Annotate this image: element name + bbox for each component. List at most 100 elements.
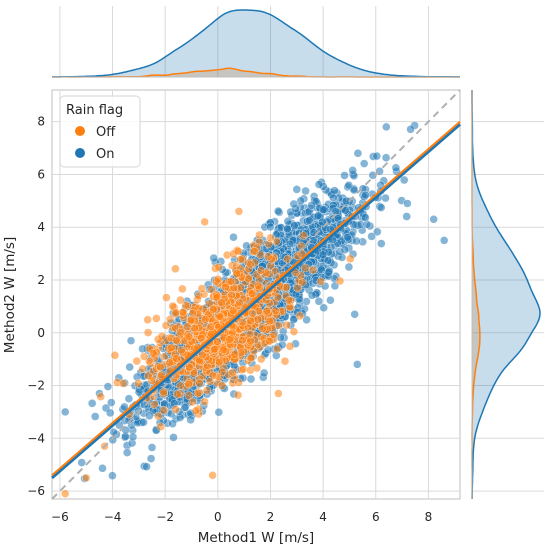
on-y-density-fill <box>472 90 540 499</box>
legend-title: Rain flag <box>66 103 123 118</box>
on-point <box>259 368 269 378</box>
off-point <box>171 308 180 317</box>
y-tick-label: −4 <box>27 431 45 445</box>
off-point <box>139 352 149 361</box>
off-point <box>214 262 224 272</box>
off-point <box>205 377 215 386</box>
off-point <box>156 422 165 431</box>
off-point <box>190 323 199 333</box>
off-point <box>157 370 166 380</box>
off-point <box>171 405 180 414</box>
off-point <box>256 266 266 275</box>
off-point <box>177 345 186 355</box>
off-point <box>156 362 165 372</box>
legend-on-label: On <box>96 147 114 162</box>
on-point <box>145 411 154 421</box>
off-point <box>200 397 209 406</box>
on-point <box>349 185 359 195</box>
on-point <box>103 382 113 391</box>
off-point <box>228 367 237 377</box>
off-point <box>138 364 147 374</box>
on-point <box>304 216 314 225</box>
on-point <box>318 217 327 227</box>
off-point <box>189 369 199 378</box>
on-point <box>307 201 316 210</box>
off-point <box>188 397 197 407</box>
on-point <box>326 295 335 305</box>
on-point <box>340 245 350 255</box>
off-point <box>230 350 240 359</box>
x-tick-label: −2 <box>156 510 174 524</box>
off-point <box>265 316 274 326</box>
off-point <box>132 356 142 366</box>
off-point <box>149 349 158 358</box>
on-point <box>429 215 438 224</box>
off-point <box>247 289 257 298</box>
off-point <box>262 306 271 316</box>
y-tick-label: 2 <box>37 273 45 287</box>
on-point <box>343 233 352 242</box>
off-point <box>272 344 282 354</box>
on-point <box>290 221 299 230</box>
off-point <box>299 231 308 240</box>
off-point <box>118 379 128 388</box>
off-point <box>269 330 279 340</box>
x-tick-label: 6 <box>372 510 380 524</box>
on-point <box>273 206 283 216</box>
x-tick-label: 0 <box>214 510 222 524</box>
off-point <box>295 311 305 321</box>
off-point <box>335 276 345 286</box>
off-point <box>282 320 292 330</box>
off-point <box>298 278 307 287</box>
off-point <box>208 305 218 314</box>
off-point <box>143 328 153 337</box>
off-point <box>225 335 234 344</box>
off-point <box>176 381 185 390</box>
on-point <box>77 458 86 467</box>
off-point <box>213 274 223 284</box>
off-point <box>284 296 294 305</box>
off-point <box>208 471 217 480</box>
on-point <box>318 205 328 214</box>
off-point <box>200 315 210 324</box>
off-point <box>245 329 255 339</box>
on-point <box>382 122 391 132</box>
off-point <box>274 389 283 398</box>
on-point <box>180 403 190 412</box>
off-point <box>226 277 236 286</box>
on-point <box>319 303 328 313</box>
on-point <box>285 239 295 249</box>
y-tick-label: 6 <box>37 167 45 181</box>
off-point <box>217 298 226 307</box>
off-point <box>165 358 174 367</box>
off-point <box>252 363 262 373</box>
off-point <box>202 386 212 395</box>
on-point <box>283 224 292 234</box>
off-point <box>185 363 194 372</box>
off-point <box>186 315 196 325</box>
on-point <box>317 265 326 275</box>
off-point <box>184 332 194 341</box>
on-point <box>313 211 323 221</box>
on-point <box>186 415 195 425</box>
off-point <box>234 207 244 216</box>
on-point <box>340 171 349 180</box>
off-point <box>159 387 168 397</box>
on-point <box>361 190 370 200</box>
y-tick-label: 4 <box>37 220 45 234</box>
off-point <box>235 298 244 307</box>
on-point <box>399 175 409 185</box>
off-point <box>228 306 238 315</box>
off-point <box>273 292 283 302</box>
on-point <box>381 153 391 162</box>
on-point <box>344 180 354 190</box>
on-point <box>301 186 310 196</box>
off-point <box>200 217 209 227</box>
off-points <box>60 207 355 498</box>
off-point <box>246 316 256 326</box>
on-point <box>283 217 293 226</box>
off-regression-line <box>51 120 461 477</box>
on-point <box>381 193 390 203</box>
on-point <box>353 360 362 369</box>
on-point <box>214 407 224 417</box>
